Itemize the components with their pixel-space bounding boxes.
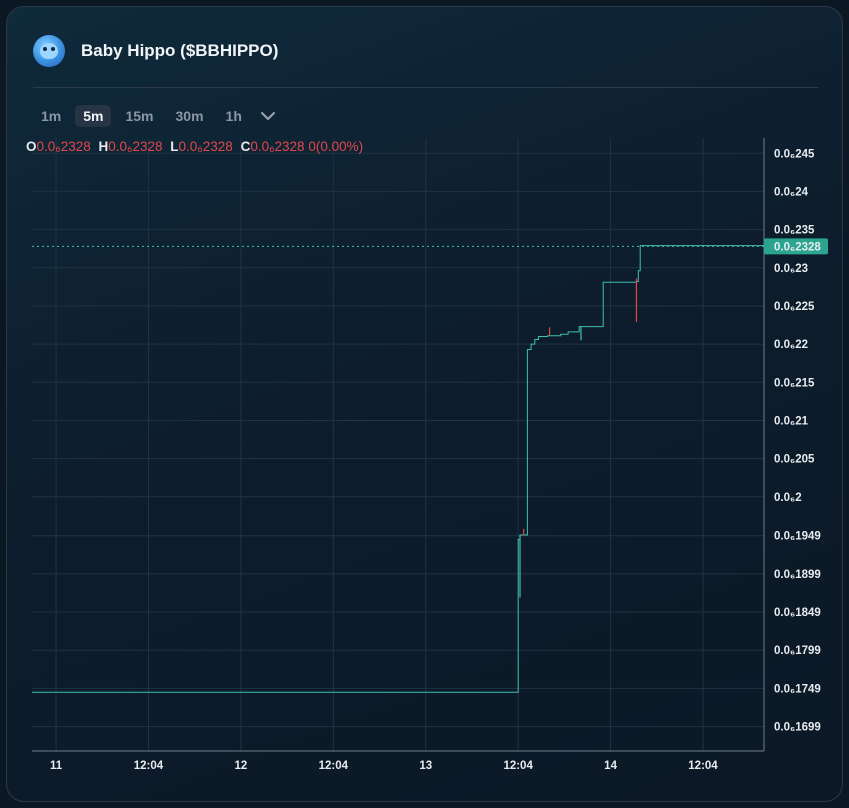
y-tick-label: 0.0₆1699 xyxy=(774,722,821,734)
y-tick-label: 0.0₆1799 xyxy=(774,645,821,657)
tab-5m[interactable]: 5m xyxy=(75,105,112,127)
header-divider xyxy=(33,87,818,88)
y-tick-label: 0.0₆235 xyxy=(774,225,815,237)
y-tick-label: 0.0₆2 xyxy=(774,492,802,504)
price-badge-box xyxy=(764,238,828,255)
high-key: H xyxy=(98,139,109,154)
change-value: 0(0.00%) xyxy=(308,139,364,154)
x-axis-labels: 11 12:04 12 12:04 13 12:04 14 12:04 xyxy=(50,760,718,772)
token-header: Baby Hippo ($BBHIPPO) xyxy=(33,31,278,71)
close-value: 0.0₆2328 xyxy=(250,139,305,154)
y-tick-label: 0.0₆24 xyxy=(774,186,809,198)
ohlc-readout: O0.0₆2328 H0.0₆2328 L0.0₆2328 C0.0₆2328 … xyxy=(26,139,363,154)
x-tick-label: 12:04 xyxy=(319,760,349,772)
tab-1m[interactable]: 1m xyxy=(41,108,62,124)
hippo-avatar-icon xyxy=(33,35,65,67)
x-tick-label: 13 xyxy=(419,760,432,772)
y-tick-label: 0.0₆215 xyxy=(774,377,815,389)
chevron-down-icon[interactable] xyxy=(258,106,278,126)
price-badge-label: 0.0₆2328 xyxy=(774,241,821,253)
close-key: C xyxy=(240,139,251,154)
tab-15m[interactable]: 15m xyxy=(125,108,154,124)
tab-30m[interactable]: 30m xyxy=(175,108,204,124)
x-tick-label: 11 xyxy=(50,760,63,772)
y-axis-labels: 0.0₆245 0.0₆24 0.0₆235 0.0₆23 0.0₆225 0.0₆22 0… xyxy=(774,148,821,733)
timeframe-tabs: 1m 5m 15m 30m 1h xyxy=(33,105,278,127)
y-tick-label: 0.0₆205 xyxy=(774,454,815,466)
chart-grid xyxy=(32,138,764,751)
x-tick-label: 14 xyxy=(604,760,617,772)
token-title: Baby Hippo ($BBHIPPO) xyxy=(81,41,279,60)
y-tick-label: 0.0₆1949 xyxy=(774,531,821,543)
y-tick-label: 0.0₆1849 xyxy=(774,607,821,619)
low-value: 0.0₆2328 xyxy=(178,139,233,154)
high-value: 0.0₆2328 xyxy=(108,139,163,154)
y-tick-label: 0.0₆22 xyxy=(774,339,808,351)
open-value: 0.0₆2328 xyxy=(36,139,91,154)
low-key: L xyxy=(170,139,179,154)
x-tick-label: 12:04 xyxy=(134,760,164,772)
y-tick-label: 0.0₆23 xyxy=(774,263,808,275)
y-tick-label: 0.0₆225 xyxy=(774,301,815,313)
tab-1h[interactable]: 1h xyxy=(225,108,242,124)
y-tick-label: 0.0₆21 xyxy=(774,415,809,427)
y-tick-label: 0.0₆1899 xyxy=(774,569,821,581)
price-wicks xyxy=(519,278,638,598)
x-tick-label: 12 xyxy=(234,760,247,772)
x-tick-label: 12:04 xyxy=(688,760,718,772)
open-key: O xyxy=(26,139,37,154)
y-tick-label: 0.0₆1749 xyxy=(774,683,821,695)
price-series-line xyxy=(32,245,765,693)
x-tick-label: 12:04 xyxy=(503,760,533,772)
y-tick-label: 0.0₆245 xyxy=(774,148,815,160)
current-price-badge: 0.0₆2328 xyxy=(764,238,828,255)
